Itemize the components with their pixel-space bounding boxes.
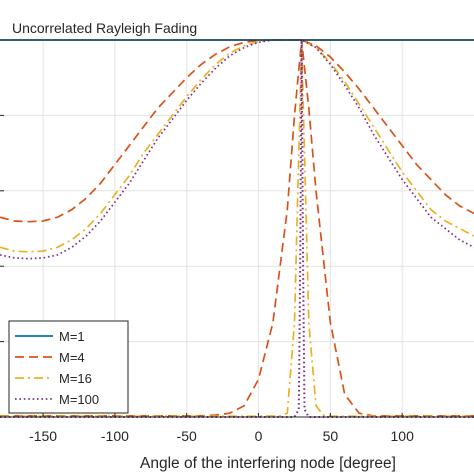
series-line: [0, 39, 474, 417]
legend-label: M=4: [59, 350, 85, 365]
x-tick-labels: -150 -100 -50 0 50 100: [29, 428, 414, 444]
legend-label: M=1: [59, 329, 85, 344]
legend-label: M=100: [59, 392, 99, 407]
x-tick-label: -100: [101, 428, 129, 444]
x-axis-label: Angle of the interfering node [degree]: [140, 455, 396, 472]
axes: [0, 39, 474, 418]
envelope-curve: [0, 39, 474, 260]
x-tick-label: -50: [177, 428, 197, 444]
legend-label: M=16: [59, 371, 92, 386]
x-tick-label: 50: [323, 428, 339, 444]
envelope-curve: [0, 39, 474, 253]
x-tick-label: 100: [391, 428, 415, 444]
legend: M=1 M=4 M=16 M=100: [8, 320, 129, 414]
envelope-curve: [0, 39, 474, 223]
x-tick-label: -150: [29, 428, 57, 444]
series-line: [0, 39, 474, 418]
x-tick-label: 0: [255, 428, 263, 444]
annotation-label: Uncorrelated Rayleigh Fading: [12, 20, 197, 36]
